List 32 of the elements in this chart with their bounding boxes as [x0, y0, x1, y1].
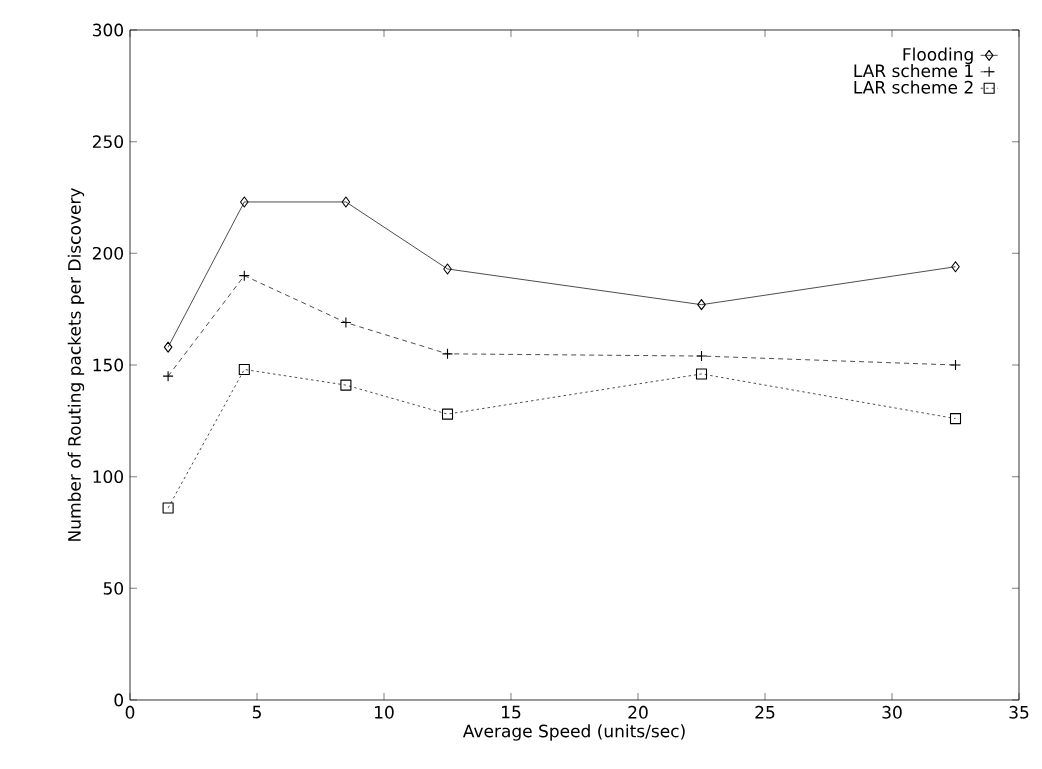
- point: [240, 196, 249, 208]
- x-tick-label: 25: [755, 705, 775, 719]
- point: [163, 341, 173, 353]
- point: [697, 299, 706, 311]
- x-tick-label: 30: [882, 705, 902, 719]
- legend-label: LAR scheme 2: [854, 80, 973, 94]
- x-axis-title: Average Speed (units/sec): [462, 724, 685, 741]
- y-tick-label: 0: [114, 693, 124, 707]
- x-tick-label: 5: [252, 705, 261, 719]
- x-tick-label: 20: [628, 705, 648, 719]
- legend-label: LAR scheme 1: [854, 64, 973, 78]
- legend-label: Flooding: [903, 47, 973, 65]
- point: [443, 263, 452, 275]
- x-tick-label: 10: [375, 705, 394, 719]
- y-tick-label: 300: [92, 23, 123, 37]
- point: [695, 368, 708, 380]
- y-tick-label: 250: [92, 135, 123, 149]
- y-tick-label: 150: [93, 358, 123, 372]
- x-tick-label: 0: [125, 705, 135, 719]
- y-tick-label: 50: [103, 581, 124, 595]
- point: [949, 413, 962, 425]
- point: [441, 408, 454, 420]
- point: [951, 261, 960, 273]
- point: [162, 502, 174, 514]
- y-tick-label: 100: [93, 470, 123, 484]
- x-tick-label: 35: [1009, 705, 1029, 719]
- x-tick-label: 15: [502, 705, 521, 719]
- point: [341, 196, 351, 208]
- point: [238, 363, 250, 376]
- y-tick-label: 200: [92, 246, 123, 260]
- point: [340, 379, 352, 391]
- y-axis-title: Number of Routing packets per Discovery: [67, 188, 85, 541]
